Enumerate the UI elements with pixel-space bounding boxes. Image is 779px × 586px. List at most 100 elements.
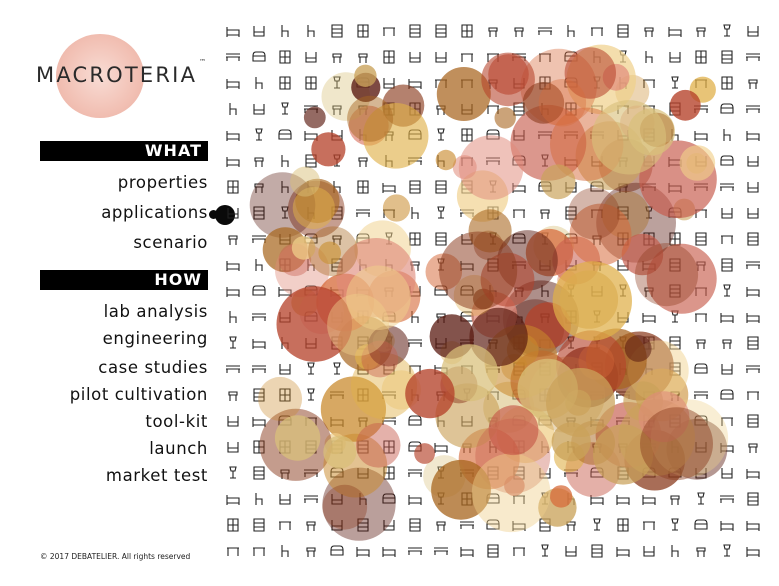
- armchair-icon: [747, 26, 759, 37]
- stool-icon: [748, 79, 758, 89]
- chair-icon: [567, 25, 575, 37]
- menu-item-pilot-cultivation[interactable]: pilot cultivation: [69, 385, 208, 404]
- logo[interactable]: MACROTERIA ™: [36, 34, 216, 124]
- bench-icon: [226, 53, 240, 61]
- collage-circle: [276, 286, 353, 362]
- bench-icon: [434, 547, 448, 555]
- lamp-icon: [281, 206, 289, 219]
- armchair-icon: [721, 364, 733, 375]
- stool-icon: [722, 339, 732, 349]
- menu-item-scenario[interactable]: scenario: [133, 233, 208, 252]
- chair-icon: [281, 545, 289, 557]
- collage-circle: [458, 135, 524, 200]
- bench-icon: [460, 521, 474, 529]
- bed-icon: [694, 131, 708, 141]
- stool-icon: [254, 183, 264, 193]
- chair-icon: [281, 181, 289, 193]
- collage-circle: [679, 145, 716, 181]
- cabinet-icon: [435, 24, 447, 38]
- bed-icon: [746, 313, 760, 323]
- bench-icon: [356, 209, 370, 217]
- table-icon: [721, 235, 733, 244]
- cabinet-icon: [331, 24, 343, 38]
- cabinet-icon: [747, 336, 759, 350]
- shelf-icon: [461, 24, 473, 38]
- bed-icon: [408, 495, 422, 505]
- menu-item-tool-kit[interactable]: tool-kit: [145, 412, 208, 431]
- menu-item-properties[interactable]: properties: [117, 173, 208, 192]
- bed-icon: [746, 469, 760, 479]
- stool-icon: [254, 157, 264, 167]
- menu-item-case-studies[interactable]: case studies: [98, 358, 208, 377]
- table-icon: [513, 547, 525, 556]
- armchair-icon: [721, 208, 733, 219]
- table-icon: [539, 53, 551, 62]
- lamp-icon: [333, 362, 341, 375]
- armchair-icon: [383, 364, 395, 375]
- sofa-icon: [720, 389, 734, 400]
- collage-circle: [494, 107, 516, 129]
- cabinet-icon: [747, 414, 759, 428]
- collage-circle: [405, 368, 455, 419]
- shelf-icon: [279, 388, 291, 402]
- armchair-icon: [409, 52, 421, 63]
- chair-icon: [307, 259, 315, 271]
- sofa-icon: [720, 155, 734, 166]
- collage-circle: [488, 405, 539, 456]
- cabinet-icon: [669, 336, 681, 350]
- bed-icon: [642, 495, 656, 505]
- chair-icon: [671, 545, 679, 557]
- collage-circle: [540, 164, 576, 200]
- cabinet-icon: [435, 232, 447, 246]
- sidebar: MACROTERIA ™ WHAT properties application…: [0, 0, 215, 586]
- cabinet-icon: [721, 258, 733, 272]
- bed-icon: [226, 79, 240, 89]
- chair-icon: [723, 129, 731, 141]
- collage-circle: [504, 475, 525, 497]
- collage-circle: [638, 391, 690, 443]
- bed-icon: [512, 521, 526, 531]
- menu-item-launch[interactable]: launch: [149, 439, 208, 458]
- collage-circle: [308, 226, 358, 277]
- logo-disc-icon: [56, 34, 144, 118]
- armchair-icon: [721, 468, 733, 479]
- collage-circle: [481, 52, 535, 107]
- cabinet-icon: [487, 544, 499, 558]
- bench-icon: [252, 313, 266, 321]
- armchair-icon: [747, 182, 759, 193]
- lamp-icon: [281, 102, 289, 115]
- collage-circle: [361, 340, 399, 378]
- lamp-icon: [723, 544, 731, 557]
- cabinet-icon: [253, 466, 265, 480]
- collage-circle: [292, 186, 335, 230]
- stool-icon: [644, 27, 654, 37]
- menu-item-market-test[interactable]: market test: [105, 466, 208, 485]
- chair-icon: [255, 493, 263, 505]
- collage-circle: [258, 376, 303, 421]
- bed-icon: [226, 261, 240, 271]
- collage-circle: [262, 227, 308, 273]
- shelf-icon: [383, 50, 395, 64]
- chair-icon: [255, 77, 263, 89]
- sofa-icon: [382, 493, 396, 504]
- table-icon: [591, 27, 603, 36]
- menu-item-applications[interactable]: applications: [101, 203, 208, 222]
- bed-icon: [434, 443, 448, 453]
- armchair-icon: [747, 208, 759, 219]
- armchair-icon: [383, 78, 395, 89]
- menu-item-lab-analysis[interactable]: lab analysis: [103, 302, 208, 321]
- chair-icon: [281, 155, 289, 167]
- bed-icon: [382, 183, 396, 193]
- shelf-icon: [227, 180, 239, 194]
- armchair-icon: [669, 52, 681, 63]
- table-icon: [383, 27, 395, 36]
- bed-icon: [460, 547, 474, 557]
- table-icon: [747, 391, 759, 400]
- menu-item-engineering[interactable]: engineering: [102, 329, 208, 348]
- bed-icon: [746, 547, 760, 557]
- lamp-icon: [333, 76, 341, 89]
- stool-icon: [514, 27, 524, 37]
- collage-circle: [431, 459, 491, 520]
- armchair-icon: [565, 546, 577, 557]
- stool-icon: [540, 209, 550, 219]
